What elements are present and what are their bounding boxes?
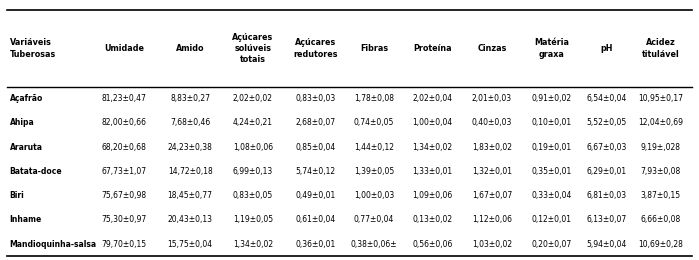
Text: 0,20±0,07: 0,20±0,07 [532,239,572,249]
Text: 82,00±0,66: 82,00±0,66 [102,119,147,127]
Text: 0,12±0,01: 0,12±0,01 [532,215,572,224]
Text: 7,68±0,46: 7,68±0,46 [170,119,210,127]
Text: 15,75±0,04: 15,75±0,04 [168,239,212,249]
Text: Açúcares
solúveis
totais: Açúcares solúveis totais [232,33,273,64]
Text: 6,13±0,07: 6,13±0,07 [586,215,626,224]
Text: 6,67±0,03: 6,67±0,03 [586,143,626,152]
Text: 6,54±0,04: 6,54±0,04 [586,94,626,103]
Text: 1,83±0,02: 1,83±0,02 [472,143,512,152]
Text: 0,83±0,05: 0,83±0,05 [233,191,273,200]
Text: 8,83±0,27: 8,83±0,27 [170,94,210,103]
Text: Variáveis
Tuberosas: Variáveis Tuberosas [10,38,56,58]
Text: 4,24±0,21: 4,24±0,21 [233,119,273,127]
Text: 18,45±0,77: 18,45±0,77 [168,191,212,200]
Text: 3,87±0,15: 3,87±0,15 [640,191,681,200]
Text: 75,67±0,98: 75,67±0,98 [101,191,147,200]
Text: 6,81±0,03: 6,81±0,03 [586,191,626,200]
Text: 0,10±0,01: 0,10±0,01 [532,119,572,127]
Text: Inhame: Inhame [10,215,42,224]
Text: 1,00±0,04: 1,00±0,04 [412,119,452,127]
Text: 1,08±0,06: 1,08±0,06 [233,143,273,152]
Text: 1,19±0,05: 1,19±0,05 [233,215,273,224]
Text: 0,40±0,03: 0,40±0,03 [472,119,512,127]
Text: 5,52±0,05: 5,52±0,05 [586,119,626,127]
Text: 2,02±0,02: 2,02±0,02 [233,94,273,103]
Text: 2,68±0,07: 2,68±0,07 [296,119,336,127]
Text: 1,12±0,06: 1,12±0,06 [472,215,512,224]
Text: 10,69±0,28: 10,69±0,28 [638,239,683,249]
Text: 2,02±0,04: 2,02±0,04 [412,94,452,103]
Text: Batata-doce: Batata-doce [10,167,62,176]
Text: Proteína: Proteína [413,44,452,53]
Text: 1,67±0,07: 1,67±0,07 [472,191,512,200]
Text: Ahipa: Ahipa [10,119,34,127]
Text: 0,49±0,01: 0,49±0,01 [296,191,336,200]
Text: 14,72±0,18: 14,72±0,18 [168,167,212,176]
Text: Mandioquinha-salsa: Mandioquinha-salsa [10,239,97,249]
Text: 0,19±0,01: 0,19±0,01 [532,143,572,152]
Text: 1,00±0,03: 1,00±0,03 [354,191,394,200]
Text: 1,34±0,02: 1,34±0,02 [412,143,452,152]
Text: 1,44±0,12: 1,44±0,12 [354,143,394,152]
Text: 10,95±0,17: 10,95±0,17 [638,94,683,103]
Text: Cinzas: Cinzas [477,44,507,53]
Text: 20,43±0,13: 20,43±0,13 [168,215,212,224]
Text: 0,74±0,05: 0,74±0,05 [354,119,394,127]
Text: Açúcares
redutores: Açúcares redutores [294,38,338,58]
Text: 0,56±0,06: 0,56±0,06 [412,239,452,249]
Text: Araruta: Araruta [10,143,43,152]
Text: Umidade: Umidade [104,44,144,53]
Text: 1,39±0,05: 1,39±0,05 [354,167,394,176]
Text: 5,94±0,04: 5,94±0,04 [586,239,626,249]
Text: Açafrão: Açafrão [10,94,43,103]
Text: 12,04±0,69: 12,04±0,69 [638,119,683,127]
Text: 6,99±0,13: 6,99±0,13 [233,167,273,176]
Text: 0,36±0,01: 0,36±0,01 [296,239,336,249]
Text: 1,78±0,08: 1,78±0,08 [354,94,394,103]
Text: 0,91±0,02: 0,91±0,02 [532,94,572,103]
Text: 24,23±0,38: 24,23±0,38 [168,143,212,152]
Text: 0,38±0,06±: 0,38±0,06± [351,239,397,249]
Text: Matéria
graxa: Matéria graxa [534,38,569,58]
Text: 79,70±0,15: 79,70±0,15 [101,239,147,249]
Text: Acidez
titulável: Acidez titulável [642,38,679,58]
Text: 81,23±0,47: 81,23±0,47 [102,94,147,103]
Text: 1,03±0,02: 1,03±0,02 [472,239,512,249]
Text: 0,83±0,03: 0,83±0,03 [296,94,336,103]
Text: Amido: Amido [176,44,204,53]
Text: 0,13±0,02: 0,13±0,02 [412,215,452,224]
Text: 1,32±0,01: 1,32±0,01 [472,167,512,176]
Text: 6,66±0,08: 6,66±0,08 [640,215,681,224]
Text: Fibras: Fibras [360,44,388,53]
Text: 7,93±0,08: 7,93±0,08 [640,167,681,176]
Text: 1,34±0,02: 1,34±0,02 [233,239,273,249]
Text: pH: pH [600,44,612,53]
Text: 0,61±0,04: 0,61±0,04 [296,215,336,224]
Text: 2,01±0,03: 2,01±0,03 [472,94,512,103]
Text: 1,09±0,06: 1,09±0,06 [412,191,452,200]
Text: 75,30±0,97: 75,30±0,97 [101,215,147,224]
Text: 9,19±,028: 9,19±,028 [640,143,681,152]
Text: 0,35±0,01: 0,35±0,01 [532,167,572,176]
Text: 6,29±0,01: 6,29±0,01 [586,167,626,176]
Text: 5,74±0,12: 5,74±0,12 [296,167,336,176]
Text: 1,33±0,01: 1,33±0,01 [412,167,452,176]
Text: Biri: Biri [10,191,24,200]
Text: 0,85±0,04: 0,85±0,04 [296,143,336,152]
Text: 0,33±0,04: 0,33±0,04 [532,191,572,200]
Text: 0,77±0,04: 0,77±0,04 [354,215,394,224]
Text: 68,20±0,68: 68,20±0,68 [102,143,147,152]
Text: 67,73±1,07: 67,73±1,07 [101,167,147,176]
